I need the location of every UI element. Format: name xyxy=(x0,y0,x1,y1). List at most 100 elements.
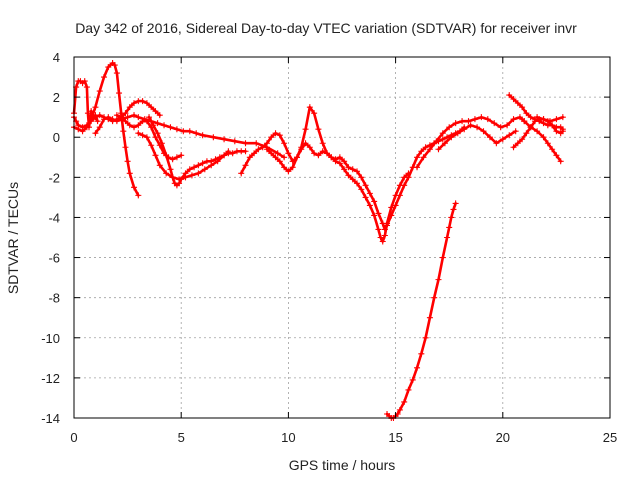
data-point xyxy=(446,224,453,231)
data-point xyxy=(510,144,517,151)
data-point xyxy=(122,144,129,151)
data-point xyxy=(448,214,455,221)
data-point xyxy=(345,172,352,179)
data-point xyxy=(366,190,373,197)
data-point xyxy=(242,148,249,155)
data-point xyxy=(384,220,391,227)
data-point xyxy=(392,202,399,209)
data-point xyxy=(302,126,309,133)
y-tick-label: -4 xyxy=(48,210,60,225)
x-tick-label: 10 xyxy=(281,430,295,445)
data-point xyxy=(163,170,170,177)
data-point xyxy=(512,128,519,135)
data-point xyxy=(306,104,313,111)
series-line xyxy=(415,115,526,169)
data-point xyxy=(336,160,343,167)
data-point xyxy=(105,114,112,121)
data-point xyxy=(201,166,208,173)
y-tick-label: 0 xyxy=(53,130,60,145)
data-point xyxy=(418,148,425,155)
data-point xyxy=(523,110,530,117)
series-arc-11 xyxy=(414,114,528,171)
y-tick-label: -2 xyxy=(48,170,60,185)
x-tick-label: 0 xyxy=(70,430,77,445)
data-point xyxy=(139,98,146,105)
data-series-group xyxy=(71,60,566,421)
data-point xyxy=(124,158,131,165)
data-point xyxy=(101,116,108,123)
data-point xyxy=(444,234,451,241)
data-point xyxy=(251,150,258,157)
data-point xyxy=(418,350,425,357)
data-point xyxy=(135,122,142,129)
data-point xyxy=(371,212,378,219)
data-point xyxy=(272,130,279,137)
data-point xyxy=(143,118,150,125)
series-line xyxy=(72,79,99,129)
x-tick-label: 5 xyxy=(178,430,185,445)
data-point xyxy=(362,194,369,201)
data-point xyxy=(454,130,461,137)
data-point xyxy=(186,128,193,135)
data-point xyxy=(176,180,183,187)
data-point xyxy=(289,164,296,171)
data-point xyxy=(83,84,90,91)
series-arc-3 xyxy=(71,60,142,199)
data-point xyxy=(154,120,161,127)
data-point xyxy=(448,134,455,141)
data-point xyxy=(497,124,504,131)
data-point xyxy=(401,398,408,405)
data-point xyxy=(553,152,560,159)
data-point xyxy=(514,140,521,147)
data-point xyxy=(221,136,228,143)
data-point xyxy=(79,128,86,135)
data-point xyxy=(285,150,292,157)
data-point xyxy=(178,152,185,159)
data-point xyxy=(486,134,493,141)
data-point xyxy=(420,154,427,161)
data-point xyxy=(358,174,365,181)
data-point xyxy=(358,186,365,193)
y-axis-label: SDTVAR / TECUs xyxy=(5,182,21,294)
data-point xyxy=(439,254,446,261)
data-point xyxy=(549,146,556,153)
data-point xyxy=(366,202,373,209)
x-tick-label: 20 xyxy=(496,430,510,445)
data-point xyxy=(150,122,157,129)
data-point xyxy=(446,124,453,131)
data-point xyxy=(158,140,165,147)
data-point xyxy=(534,128,541,135)
data-point xyxy=(182,170,189,177)
data-point xyxy=(328,154,335,161)
data-point xyxy=(377,234,384,241)
data-point xyxy=(152,152,159,159)
data-point xyxy=(336,154,343,161)
data-point xyxy=(113,118,120,125)
data-point xyxy=(332,158,339,165)
series-line xyxy=(507,93,565,131)
data-point xyxy=(92,114,99,121)
data-point xyxy=(341,158,348,165)
data-point xyxy=(212,156,219,163)
data-point xyxy=(375,210,382,217)
data-point xyxy=(422,334,429,341)
plot-frame xyxy=(73,56,611,419)
data-point xyxy=(169,174,176,181)
data-point xyxy=(281,154,288,161)
data-point xyxy=(139,132,146,139)
data-point xyxy=(439,136,446,143)
series-line xyxy=(385,202,457,420)
x-tick-label: 15 xyxy=(388,430,402,445)
data-point xyxy=(452,120,459,127)
series-arc-12 xyxy=(435,122,519,153)
data-point xyxy=(96,88,103,95)
data-point xyxy=(426,146,433,153)
data-point xyxy=(422,144,429,151)
data-point xyxy=(345,164,352,171)
data-point xyxy=(540,116,547,123)
data-point xyxy=(315,152,322,159)
data-point xyxy=(311,150,318,157)
data-point xyxy=(135,192,142,199)
